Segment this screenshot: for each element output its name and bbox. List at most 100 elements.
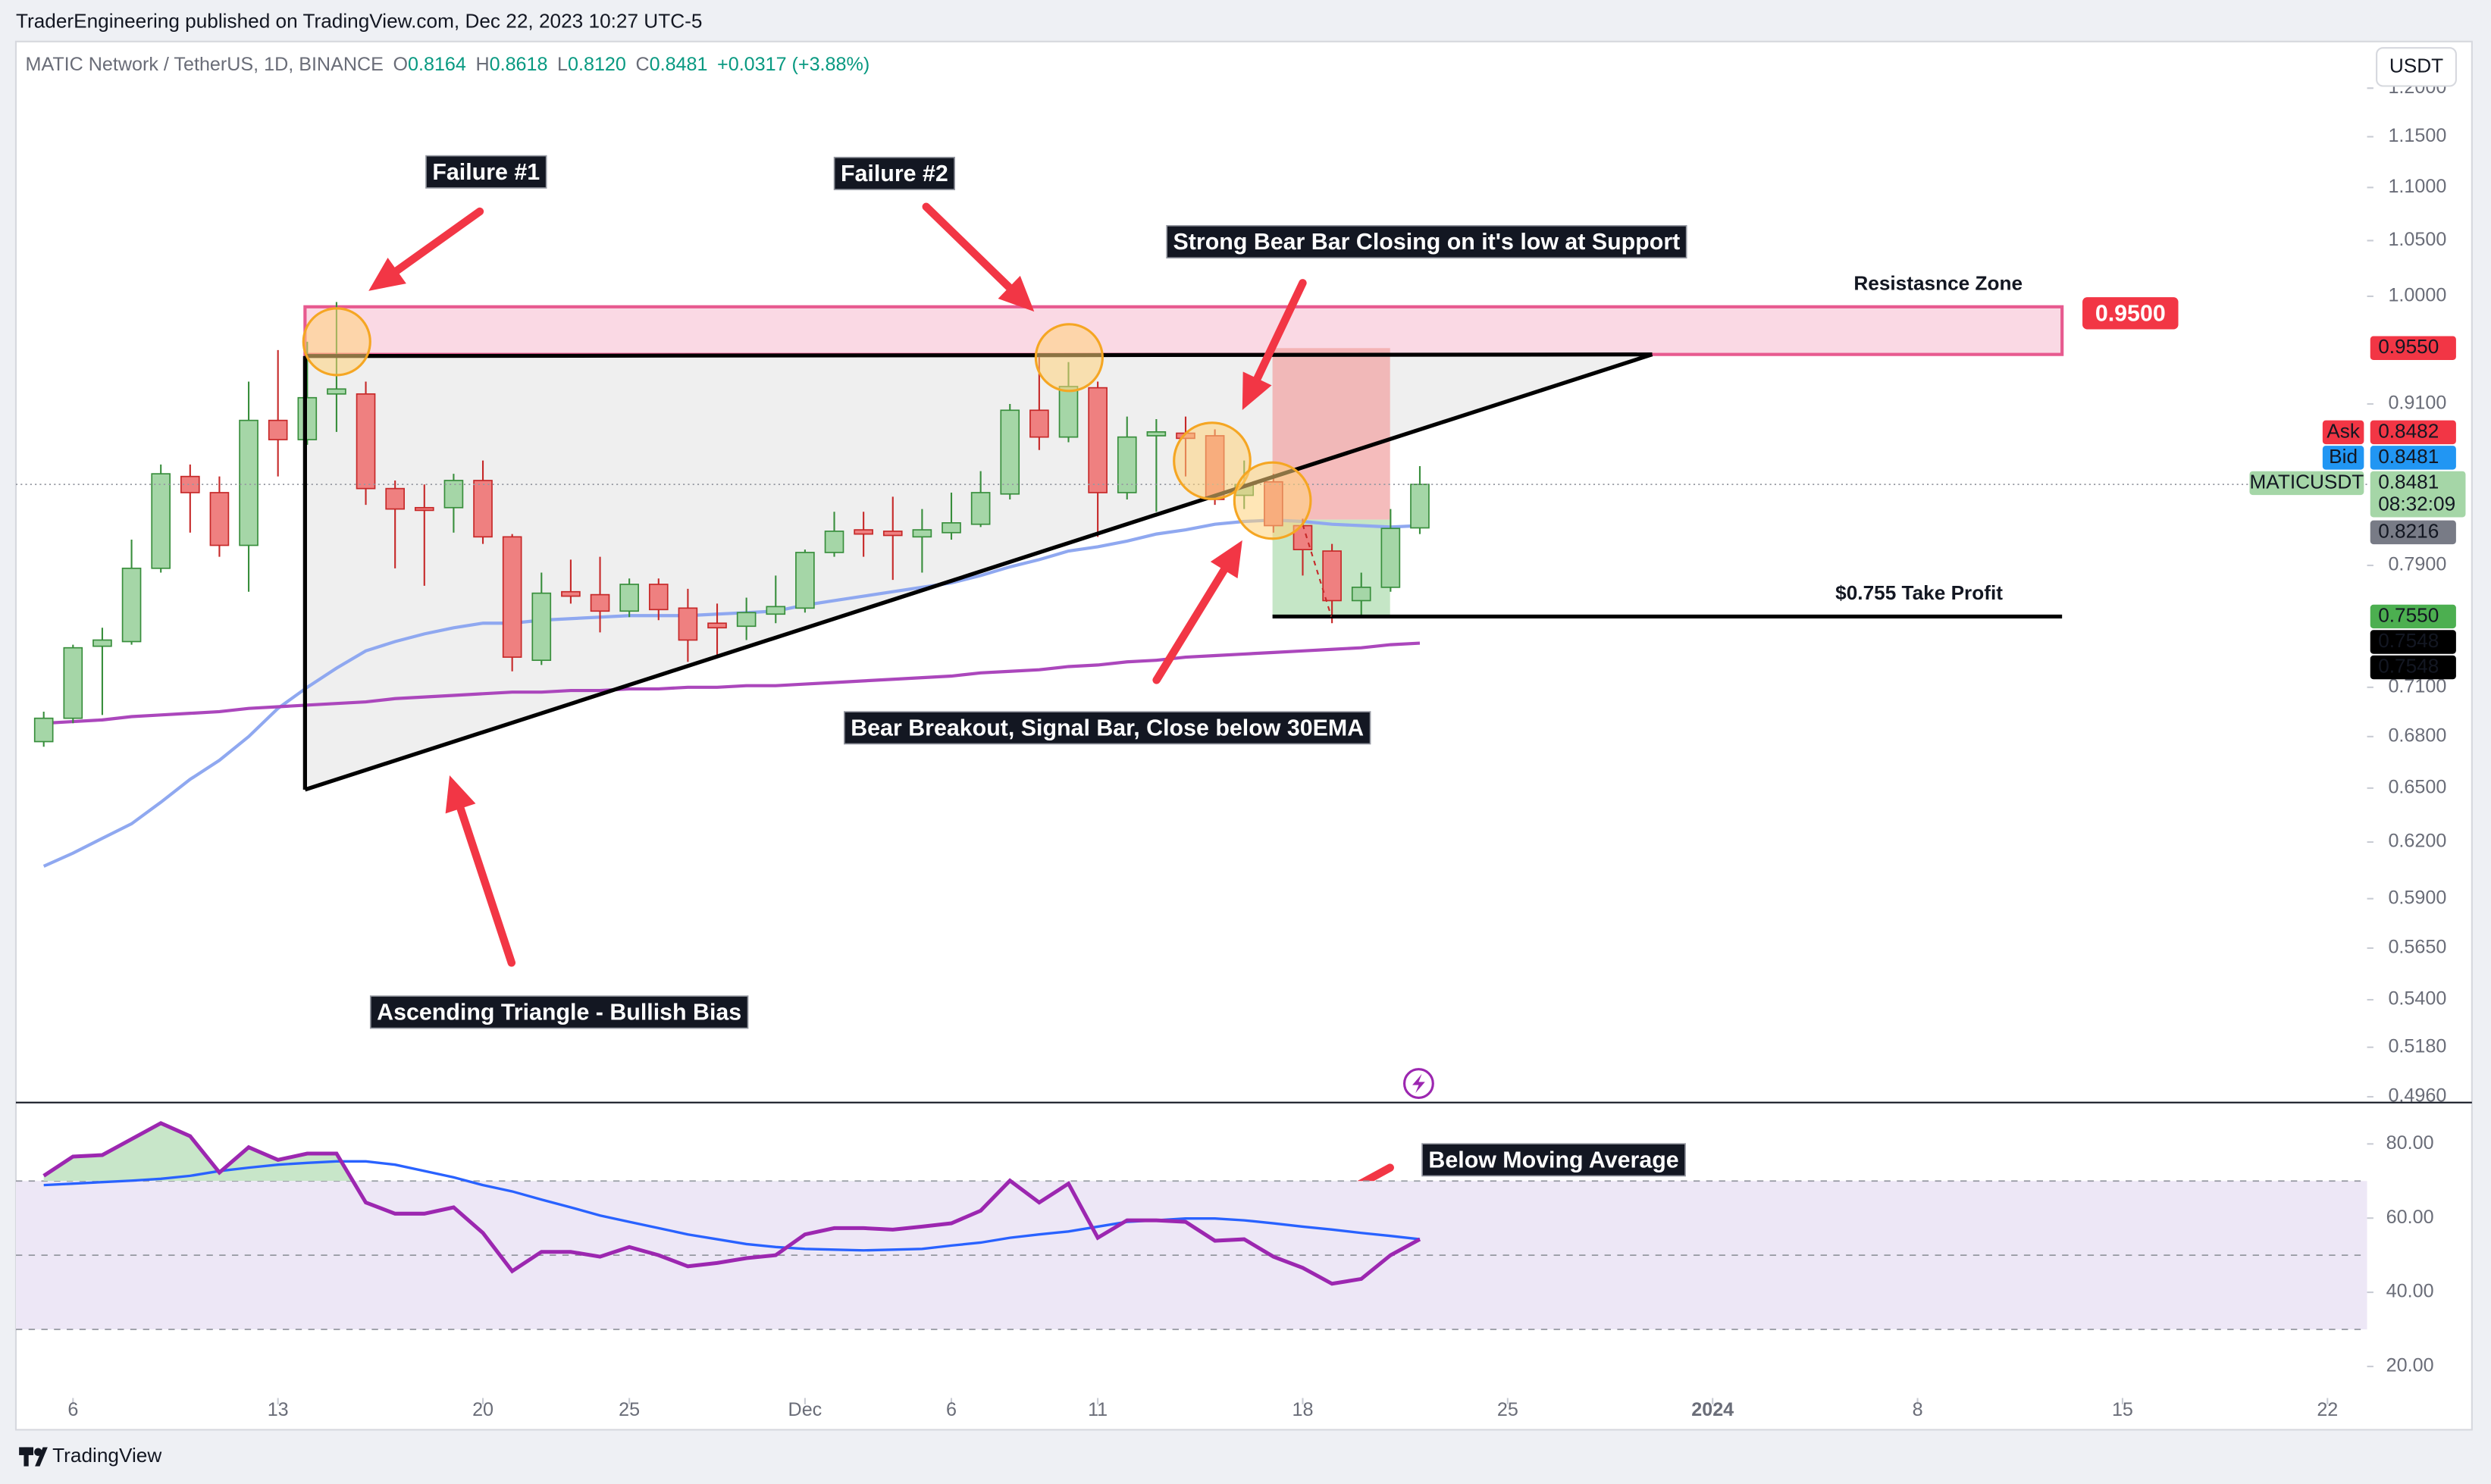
- triangle-support: [304, 352, 1653, 792]
- y-tick-label: 20.00: [2386, 1355, 2434, 1376]
- y-tick-label: 0.6800: [2388, 725, 2446, 746]
- arrow-head: [445, 775, 476, 814]
- candle-body: [1146, 431, 1167, 437]
- candle-body: [502, 536, 522, 658]
- candle-body: [531, 592, 552, 662]
- x-tick-label: 22: [2317, 1399, 2338, 1420]
- candle-body: [1380, 528, 1401, 588]
- x-tick-label: 18: [1292, 1399, 1314, 1420]
- candle-body: [1351, 587, 1371, 602]
- price-tag-label: 0.8481: [2378, 470, 2439, 493]
- y-tick-label: 1.0000: [2388, 285, 2446, 306]
- candle-body: [795, 552, 815, 609]
- candle-body: [414, 506, 434, 512]
- y-tick-label: 40.00: [2386, 1281, 2434, 1302]
- annotation-label: Below Moving Average: [1428, 1147, 1678, 1172]
- line-series: [42, 518, 1421, 868]
- annotation-label: Failure #2: [841, 161, 948, 186]
- overbought-area: [43, 1122, 1420, 1182]
- event-bolt: [1412, 1073, 1425, 1094]
- candle-body: [443, 480, 464, 509]
- annotation-label: 0.9500: [2095, 300, 2166, 326]
- candle-body: [92, 639, 112, 647]
- arrow-head: [368, 257, 406, 291]
- x-tick-label: 25: [1497, 1399, 1518, 1420]
- currency[interactable]: USDT: [2389, 54, 2443, 77]
- ohlc-key: O: [393, 54, 408, 75]
- candle-body: [1117, 436, 1137, 493]
- ohlc-key: H: [475, 54, 489, 75]
- ohlc-value: 0.8120: [568, 54, 626, 75]
- annotation-text: $0.755 Take Profit: [1835, 581, 2003, 604]
- candle-body: [942, 522, 961, 534]
- x-tick-label: 25: [619, 1399, 640, 1420]
- candle-body: [268, 419, 288, 440]
- price-tag: [2370, 446, 2456, 470]
- x-tick-label: 8: [1913, 1399, 1923, 1420]
- y-tick-label: 1.0500: [2388, 229, 2446, 250]
- annotation-label: Failure #1: [432, 159, 540, 185]
- arrow-shaft: [922, 202, 1014, 292]
- candle-body: [1029, 409, 1049, 438]
- x-tick-label: 13: [268, 1399, 289, 1420]
- highlight-circle: [1173, 421, 1252, 500]
- candle-body: [1088, 387, 1108, 493]
- candle-body: [1000, 409, 1020, 495]
- candle-body: [590, 593, 610, 612]
- arrow-head: [1242, 371, 1272, 411]
- annotation-box: [2082, 297, 2179, 330]
- price-tag: [2370, 520, 2456, 545]
- change: +0.0317 (+3.88%): [717, 54, 870, 75]
- price-tag-label: 0.9550: [2378, 335, 2439, 358]
- candle-body: [209, 492, 230, 546]
- triangle-top: [305, 352, 1653, 358]
- highlight-circle: [1034, 323, 1104, 393]
- price-tag-label: 0.8216: [2378, 519, 2439, 542]
- price-tag-label: 0.7548: [2378, 629, 2439, 652]
- x-tick-label: 6: [67, 1399, 78, 1420]
- candle-body: [356, 393, 376, 490]
- y-tick-label: 0.7900: [2388, 554, 2446, 575]
- price-tag-name-box: [2322, 446, 2364, 470]
- annotation-label: Strong Bear Bar Closing on it's low at S…: [1173, 229, 1681, 255]
- arrow-shaft: [1152, 565, 1228, 684]
- candle-body: [619, 584, 639, 612]
- arrow-shaft: [393, 207, 484, 275]
- price-tag-name: MATICUSDT: [2249, 470, 2364, 493]
- path-line: [1302, 524, 1333, 617]
- price-tag-label: 0.7548: [2378, 654, 2439, 677]
- candle-body: [180, 475, 200, 493]
- x-tick-label: 2024: [1691, 1399, 1734, 1420]
- annotation-box: [844, 711, 1371, 745]
- ohlc-value: 0.8618: [490, 54, 548, 75]
- candle-body: [63, 647, 83, 719]
- currency-button[interactable]: [2376, 47, 2457, 87]
- symbol-legend: MATIC Network / TetherUS, 1D, BINANCE O0.…: [26, 54, 870, 75]
- publisher-line: TraderEngineering published on TradingVi…: [16, 10, 702, 33]
- annotation-text: Resistasnce Zone: [1853, 271, 2023, 294]
- price-tag-label: 0.8482: [2378, 419, 2439, 442]
- candle-body: [766, 606, 786, 615]
- y-tick-label: 1.1000: [2388, 176, 2446, 197]
- candle-body: [121, 567, 142, 643]
- candle-body: [882, 531, 903, 537]
- arrow-shaft: [456, 804, 516, 967]
- candle-body: [297, 396, 318, 440]
- price-tag-label: 0.8481: [2378, 445, 2439, 468]
- x-tick-label: 20: [472, 1399, 494, 1420]
- annotation-box: [833, 156, 955, 190]
- resistance-zone: [303, 305, 2064, 356]
- ohlc-key: L: [557, 54, 568, 75]
- y-tick-label: 0.5180: [2388, 1035, 2446, 1057]
- axes: 1.20001.15001.10001.05001.00000.91000.79…: [67, 77, 2466, 1420]
- price-tag: [2370, 655, 2456, 680]
- y-tick-label: 0.9100: [2388, 393, 2446, 414]
- candle-body: [736, 612, 757, 628]
- arrow-head: [1210, 540, 1242, 579]
- candle-body: [1410, 484, 1430, 529]
- x-tick-label: Dec: [788, 1399, 822, 1420]
- annotation-label: Bear Breakout, Signal Bar, Close below 3…: [851, 715, 1364, 740]
- price-tag-timer: 08:32:09: [2378, 493, 2455, 515]
- highlight-circle: [302, 307, 371, 377]
